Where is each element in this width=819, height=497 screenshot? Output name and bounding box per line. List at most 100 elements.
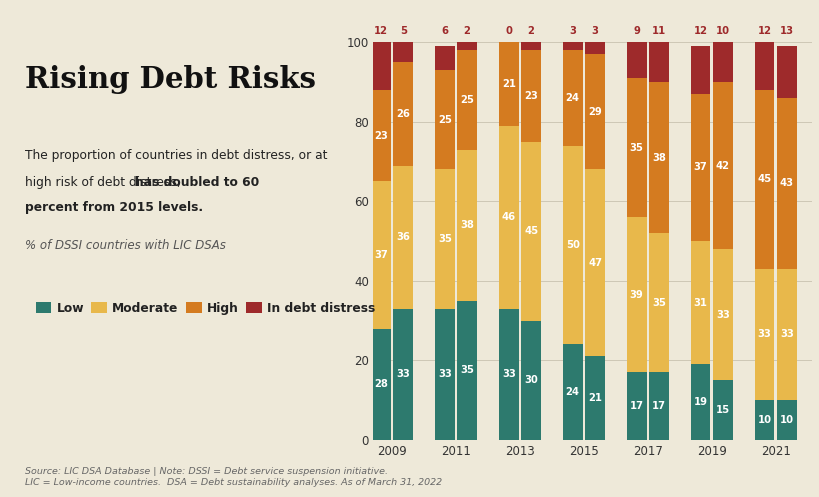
Text: 35: 35 [651, 298, 665, 308]
Text: 50: 50 [565, 240, 579, 250]
Text: 12: 12 [693, 26, 707, 36]
Text: 11: 11 [651, 26, 665, 36]
Text: 37: 37 [373, 250, 387, 260]
Text: percent from 2015 levels.: percent from 2015 levels. [25, 201, 202, 214]
Text: 19: 19 [693, 397, 707, 407]
Text: high risk of debt distress,: high risk of debt distress, [25, 176, 184, 189]
Text: 10: 10 [715, 26, 729, 36]
Bar [370, 329, 391, 440]
Bar [585, 169, 604, 356]
Bar [457, 42, 477, 50]
Text: 13: 13 [779, 26, 793, 36]
Bar [585, 42, 604, 54]
Bar [434, 169, 455, 309]
Text: has doubled to 60: has doubled to 60 [134, 176, 259, 189]
Bar [776, 98, 796, 269]
Bar [649, 82, 668, 233]
Text: 42: 42 [715, 161, 729, 170]
Text: 10: 10 [779, 415, 793, 425]
Text: 43: 43 [779, 178, 793, 188]
Bar [521, 50, 541, 142]
Bar [690, 94, 709, 241]
Text: 23: 23 [373, 131, 387, 141]
Bar [498, 309, 518, 440]
Bar [521, 142, 541, 321]
Text: 45: 45 [757, 174, 771, 184]
Bar [370, 42, 391, 90]
Text: 35: 35 [629, 143, 643, 153]
Bar [753, 90, 773, 269]
Bar [498, 126, 518, 309]
Text: 2: 2 [464, 26, 470, 36]
Bar [753, 42, 773, 90]
Bar [649, 38, 668, 82]
Text: 33: 33 [715, 310, 729, 320]
Bar [713, 42, 732, 82]
Text: 33: 33 [779, 330, 793, 339]
Bar [434, 70, 455, 169]
Bar [393, 166, 413, 309]
Text: 39: 39 [629, 290, 643, 300]
Text: 3: 3 [568, 26, 576, 36]
Text: 12: 12 [757, 26, 771, 36]
Text: 24: 24 [565, 387, 579, 397]
Legend: Low, Moderate, High, In debt distress: Low, Moderate, High, In debt distress [30, 297, 379, 320]
Text: 33: 33 [501, 369, 515, 379]
Text: 23: 23 [523, 91, 537, 101]
Bar [585, 54, 604, 169]
Text: The proportion of countries in debt distress, or at: The proportion of countries in debt dist… [25, 149, 327, 162]
Text: % of DSSI countries with LIC DSAs: % of DSSI countries with LIC DSAs [25, 239, 225, 251]
Text: 2: 2 [527, 26, 534, 36]
Text: 38: 38 [651, 153, 665, 163]
Bar [713, 380, 732, 440]
Bar [434, 309, 455, 440]
Text: 45: 45 [523, 226, 537, 236]
Bar [649, 372, 668, 440]
Text: 15: 15 [715, 405, 729, 415]
Text: 31: 31 [693, 298, 707, 308]
Bar [562, 146, 581, 344]
Text: 30: 30 [523, 375, 537, 385]
Text: Source: LIC DSA Database | Note: DSSI = Debt service suspension initiative.
LIC : Source: LIC DSA Database | Note: DSSI = … [25, 467, 441, 487]
Bar [753, 269, 773, 400]
Bar [457, 50, 477, 150]
Bar [776, 400, 796, 440]
Bar [626, 78, 645, 217]
Bar [521, 321, 541, 440]
Text: 46: 46 [501, 212, 515, 222]
Text: 6: 6 [441, 26, 448, 36]
Bar [393, 309, 413, 440]
Bar [626, 372, 645, 440]
Bar [521, 42, 541, 50]
Bar [649, 233, 668, 372]
Text: 5: 5 [399, 26, 406, 36]
Text: 3: 3 [590, 26, 598, 36]
Bar [562, 38, 581, 50]
Text: 38: 38 [459, 220, 473, 230]
Bar [457, 150, 477, 301]
Bar [585, 356, 604, 440]
Text: 21: 21 [587, 393, 601, 403]
Text: 26: 26 [396, 109, 410, 119]
Text: 33: 33 [396, 369, 410, 379]
Bar [776, 46, 796, 98]
Bar [498, 42, 518, 126]
Text: 29: 29 [587, 107, 601, 117]
Bar [713, 249, 732, 380]
Bar [776, 269, 796, 400]
Text: 35: 35 [459, 365, 473, 375]
Text: 28: 28 [373, 379, 387, 389]
Text: 12: 12 [373, 26, 387, 36]
Text: 36: 36 [396, 232, 410, 242]
Bar [690, 364, 709, 440]
Text: 0: 0 [505, 26, 512, 36]
Text: 17: 17 [651, 401, 665, 411]
Bar [626, 217, 645, 372]
Bar [393, 42, 413, 62]
Bar [690, 241, 709, 364]
Bar [690, 46, 709, 94]
Text: 24: 24 [565, 93, 579, 103]
Text: 33: 33 [757, 330, 771, 339]
Bar [370, 181, 391, 329]
Text: 17: 17 [629, 401, 643, 411]
